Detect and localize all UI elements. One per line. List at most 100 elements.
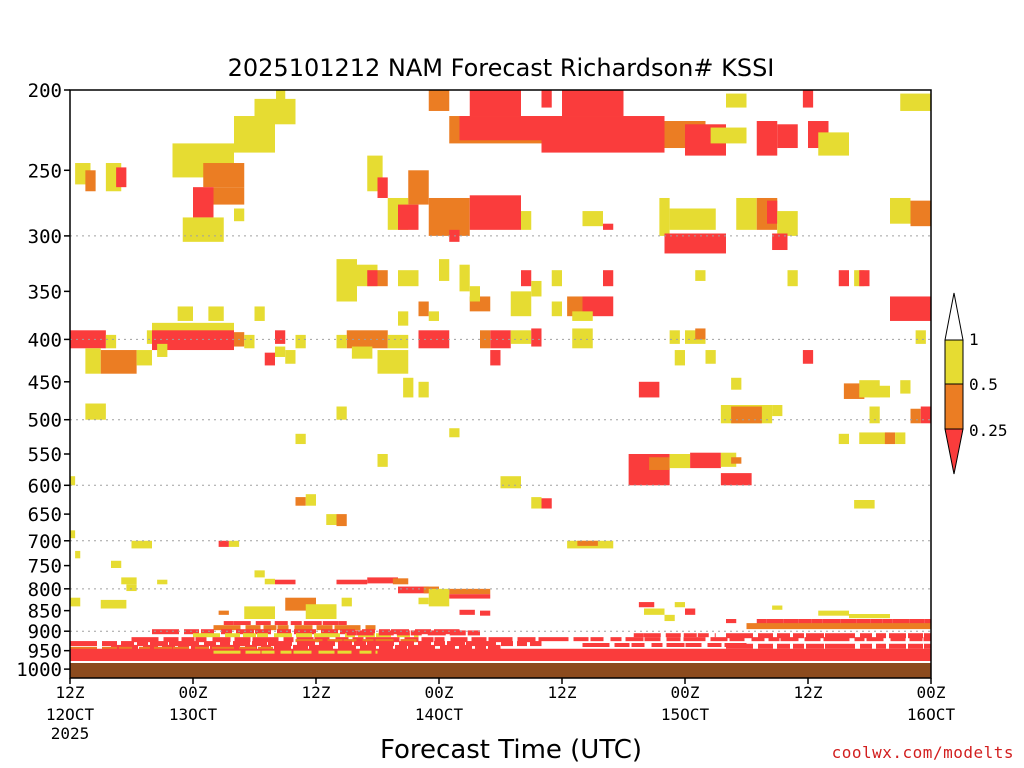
x-tick-date: 14OCT (415, 705, 464, 724)
ri-band-segment (448, 648, 458, 655)
ri-band-segment (121, 641, 134, 647)
ri-band-segment (234, 637, 251, 643)
ri-band-segment (746, 623, 757, 630)
ri-cell (116, 167, 127, 188)
ri-cell (459, 116, 542, 141)
ri-band-segment (631, 643, 645, 648)
ri-cell (341, 597, 352, 607)
ri-band-segment (213, 650, 224, 654)
ri-band-segment (517, 641, 527, 647)
ri-band-segment (503, 648, 514, 655)
ri-band-segment (530, 641, 542, 647)
ri-band-segment (793, 643, 804, 649)
ri-band-segment (710, 648, 727, 655)
ri-cell (275, 330, 286, 344)
ri-band-segment (924, 633, 931, 639)
ri-band-segment (860, 643, 872, 649)
y-tick-label: 350 (28, 281, 62, 303)
ri-cell (377, 270, 388, 287)
ri-band-segment (889, 643, 906, 649)
ri-band-segment (418, 641, 431, 647)
ri-band-segment (80, 648, 97, 655)
ri-band-segment (365, 625, 376, 631)
ri-band-segment (316, 625, 333, 631)
ri-cell (276, 90, 286, 105)
ri-band-segment (305, 639, 323, 643)
ri-cell (638, 602, 655, 608)
ri-cell (767, 200, 778, 224)
ri-band-segment (924, 619, 931, 626)
ri-cell (177, 306, 193, 321)
ri-cell (890, 296, 931, 321)
ri-band-segment (396, 630, 410, 636)
ri-band-segment (625, 637, 644, 642)
ri-cell (920, 406, 931, 424)
ri-band-segment (334, 625, 349, 631)
ri-band-segment (830, 623, 847, 630)
ri-band-segment (837, 637, 850, 642)
ri-cell (772, 605, 783, 610)
ri-band-segment (141, 637, 159, 643)
ri-band-segment (388, 648, 406, 655)
ri-band-segment (768, 637, 780, 642)
ri-band-segment (683, 633, 697, 638)
ri-band-segment (707, 643, 722, 648)
ri-cell (336, 579, 368, 585)
ri-band-segment (352, 637, 364, 643)
ri-cell (336, 334, 347, 349)
ri-cell (890, 197, 911, 224)
ri-band-segment (751, 637, 765, 642)
ri-cell (305, 604, 337, 620)
ri-band-segment (742, 648, 755, 655)
ri-band-segment (551, 637, 569, 642)
ri-band-segment (328, 633, 340, 638)
ri-band-segment (338, 644, 356, 650)
ri-cell (100, 350, 137, 374)
ri-band-segment (736, 633, 753, 639)
x-axis-label: Forecast Time (UTC) (380, 735, 642, 765)
ri-band-segment (379, 644, 393, 650)
ri-band-segment (773, 623, 789, 630)
ri-cell (910, 408, 921, 424)
ri-band-segment (125, 648, 136, 655)
ri-band-segment (710, 637, 728, 642)
ri-cell (541, 116, 665, 153)
ri-band-segment (826, 648, 836, 655)
ri-band-segment (257, 633, 268, 638)
ri-band-segment (213, 625, 224, 631)
ri-band-segment (408, 644, 418, 650)
ri-band-segment (136, 648, 154, 655)
ri-band-segment (777, 643, 790, 649)
ri-band-segment (616, 648, 629, 655)
ri-cell (915, 330, 926, 344)
ri-band-segment (203, 633, 220, 638)
ri-cell (377, 177, 388, 198)
ri-band-segment (184, 648, 196, 655)
ri-cell (85, 348, 101, 374)
colorbar-legend: 1 0.5 0.25 (944, 292, 1008, 475)
ri-cell (428, 311, 439, 321)
ri-band-segment (665, 633, 681, 638)
ri-cell (664, 614, 675, 622)
ri-band-segment (195, 637, 207, 643)
ri-cell (111, 560, 122, 568)
ri-band-segment (674, 648, 688, 655)
ri-cell (418, 301, 429, 317)
ri-cell (121, 577, 137, 585)
x-tick-year: 2025 (51, 724, 90, 743)
ri-cell (70, 597, 81, 607)
ri-cell (659, 197, 670, 236)
ri-band-segment (801, 623, 813, 630)
ri-cell (418, 330, 450, 349)
ri-band-segment (70, 646, 80, 650)
ri-band-segment (758, 643, 773, 649)
ri-band-segment (293, 644, 308, 650)
ri-band-segment (924, 643, 931, 649)
ri-band-segment (212, 637, 231, 643)
ri-cell (531, 328, 542, 347)
ri-cell (577, 540, 598, 546)
ri-band-segment (163, 637, 179, 643)
ri-band-segment (909, 637, 923, 642)
ri-cell (705, 350, 716, 364)
ri-band-segment (181, 637, 195, 643)
